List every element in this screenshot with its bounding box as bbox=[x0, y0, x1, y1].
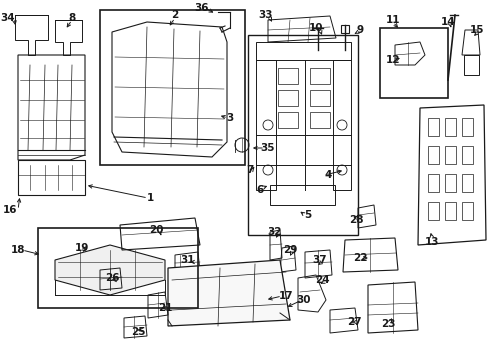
Text: 36: 36 bbox=[194, 3, 209, 13]
Bar bbox=[309, 90, 329, 106]
Text: 20: 20 bbox=[148, 225, 163, 235]
Bar bbox=[278, 68, 297, 84]
Bar bbox=[100, 10, 244, 165]
Text: 27: 27 bbox=[346, 317, 361, 327]
Text: 12: 12 bbox=[385, 55, 400, 65]
Text: 18: 18 bbox=[11, 245, 25, 255]
Text: 1: 1 bbox=[146, 193, 153, 203]
Text: 33: 33 bbox=[258, 10, 273, 20]
Bar bbox=[256, 60, 275, 190]
Text: 14: 14 bbox=[440, 17, 454, 27]
Text: 15: 15 bbox=[469, 25, 483, 35]
Bar bbox=[427, 202, 438, 220]
Text: 25: 25 bbox=[130, 327, 145, 337]
Text: 5: 5 bbox=[304, 210, 311, 220]
Bar bbox=[427, 146, 438, 164]
Bar bbox=[461, 146, 472, 164]
Bar bbox=[309, 68, 329, 84]
Bar bbox=[256, 42, 350, 60]
Bar bbox=[461, 202, 472, 220]
Text: 11: 11 bbox=[385, 15, 400, 25]
Text: 19: 19 bbox=[75, 243, 89, 253]
Text: 35: 35 bbox=[260, 143, 275, 153]
Text: 28: 28 bbox=[348, 215, 363, 225]
Bar bbox=[379, 28, 447, 98]
Text: 22: 22 bbox=[352, 253, 366, 263]
Bar bbox=[278, 112, 297, 128]
Bar bbox=[444, 202, 455, 220]
Text: 4: 4 bbox=[324, 170, 331, 180]
Polygon shape bbox=[168, 260, 289, 326]
Bar bbox=[444, 118, 455, 136]
Text: 31: 31 bbox=[181, 255, 195, 265]
Bar bbox=[38, 228, 198, 308]
Text: 3: 3 bbox=[226, 113, 233, 123]
Bar bbox=[278, 90, 297, 106]
Text: 26: 26 bbox=[104, 273, 119, 283]
Bar bbox=[461, 174, 472, 192]
Text: 21: 21 bbox=[158, 303, 172, 313]
Text: 30: 30 bbox=[296, 295, 311, 305]
Text: 10: 10 bbox=[308, 23, 323, 33]
Text: 6: 6 bbox=[256, 185, 263, 195]
Bar bbox=[444, 174, 455, 192]
Bar bbox=[247, 35, 357, 235]
Bar bbox=[444, 146, 455, 164]
Text: 29: 29 bbox=[282, 245, 297, 255]
Text: 13: 13 bbox=[424, 237, 438, 247]
Bar bbox=[332, 60, 350, 190]
Bar bbox=[309, 112, 329, 128]
Bar bbox=[427, 118, 438, 136]
Bar bbox=[461, 118, 472, 136]
Text: 32: 32 bbox=[267, 227, 282, 237]
Text: 16: 16 bbox=[3, 205, 17, 215]
Text: 23: 23 bbox=[380, 319, 394, 329]
Bar bbox=[340, 25, 348, 33]
Text: 34: 34 bbox=[0, 13, 15, 23]
Text: 2: 2 bbox=[171, 10, 178, 20]
Text: 24: 24 bbox=[314, 275, 328, 285]
Polygon shape bbox=[55, 245, 164, 295]
Text: 7: 7 bbox=[246, 165, 253, 175]
Text: 8: 8 bbox=[68, 13, 76, 23]
Text: 9: 9 bbox=[356, 25, 363, 35]
Bar bbox=[427, 174, 438, 192]
Text: 37: 37 bbox=[312, 255, 326, 265]
Text: 17: 17 bbox=[278, 291, 293, 301]
Bar bbox=[463, 55, 478, 75]
Bar bbox=[269, 185, 334, 205]
